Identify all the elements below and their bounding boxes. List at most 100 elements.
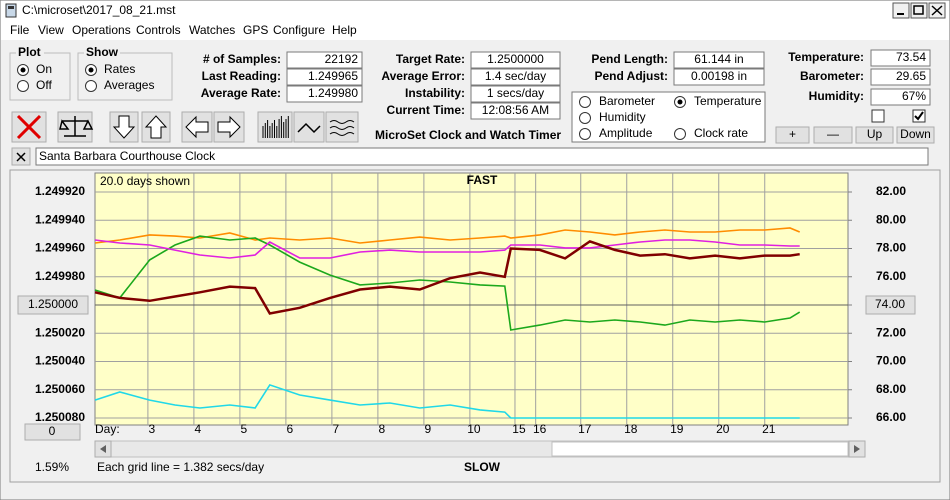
- y2-tick-label: 82.00: [876, 184, 906, 198]
- y2-tick-label: 72.00: [876, 325, 906, 339]
- icon-left: [185, 115, 209, 139]
- control-button[interactable]: [813, 126, 853, 144]
- y-tick-label: 1.250080: [35, 410, 85, 424]
- control-button[interactable]: [896, 126, 935, 144]
- readout-label: Last Reading:: [202, 69, 281, 83]
- series-selector-box: [571, 91, 766, 143]
- radio-button[interactable]: [579, 112, 591, 124]
- icon-histogram: [262, 116, 289, 138]
- y2-tick-label: 76.00: [876, 269, 906, 283]
- menu-item[interactable]: Watches: [189, 23, 235, 37]
- group-box: [77, 52, 173, 101]
- radio-button[interactable]: [674, 128, 686, 140]
- series-line: [94, 383, 800, 419]
- readout-label: Pend Length:: [591, 52, 668, 66]
- readout-label: Average Rate:: [201, 86, 281, 100]
- clock-name-field[interactable]: [35, 147, 929, 166]
- group-title: Show: [86, 45, 119, 59]
- readout-field[interactable]: [470, 102, 561, 120]
- menu-item[interactable]: File: [10, 23, 30, 37]
- readout-label: Pend Adjust:: [594, 69, 668, 83]
- checkbox[interactable]: [871, 109, 885, 123]
- readout-label: # of Samples:: [203, 52, 281, 66]
- readout-field[interactable]: [870, 88, 931, 106]
- series-option: Temperature: [694, 94, 762, 108]
- grid-note: Each grid line = 1.382 secs/day: [97, 460, 264, 474]
- y-tick-label: 1.250040: [35, 354, 85, 368]
- readout-value: 1 secs/day: [487, 86, 544, 100]
- button-label: —: [827, 127, 839, 141]
- readout-field[interactable]: [286, 85, 363, 103]
- fast-label: FAST: [467, 173, 498, 187]
- readout-label: Humidity:: [809, 89, 864, 103]
- menu-item[interactable]: Controls: [136, 23, 181, 37]
- radio-button[interactable]: [579, 128, 591, 140]
- readout-field[interactable]: [870, 68, 931, 86]
- menu-item[interactable]: View: [38, 23, 64, 37]
- icon-down: [112, 115, 136, 139]
- slow-label: SLOW: [464, 460, 501, 474]
- group-label-bg: [84, 47, 120, 59]
- readout-field[interactable]: [286, 51, 363, 69]
- icon-waves: [329, 120, 355, 136]
- readout-value: 67%: [902, 89, 926, 103]
- reference-button[interactable]: [865, 295, 916, 315]
- radio-label: Off: [36, 78, 52, 92]
- readout-field[interactable]: [470, 51, 561, 69]
- icon-scale: [59, 116, 94, 137]
- offset-button[interactable]: [24, 423, 81, 441]
- reference-button[interactable]: [17, 295, 89, 315]
- check-mark: [914, 111, 924, 121]
- window-controls: [892, 2, 946, 19]
- radio-button[interactable]: [579, 96, 591, 108]
- y2-tick-label: 68.00: [876, 382, 906, 396]
- menu-item[interactable]: GPS: [243, 23, 268, 37]
- x-tick-label: 8: [379, 422, 386, 436]
- group-title: Plot: [18, 45, 41, 59]
- control-button[interactable]: [775, 126, 810, 144]
- y2-tick-label: 74.00: [875, 297, 905, 311]
- minimize-button[interactable]: [892, 2, 910, 19]
- percent-label: 1.59%: [35, 460, 69, 474]
- x-tick-label: 5: [241, 422, 248, 436]
- readout-field[interactable]: [870, 49, 931, 67]
- series-line: [94, 227, 801, 244]
- scroll-right-glyph: [854, 445, 860, 453]
- readout-value: 12:08:56 AM: [482, 103, 549, 117]
- readout-field[interactable]: [286, 68, 363, 86]
- radio-dot: [20, 67, 26, 73]
- x-tick-label: 20: [716, 422, 730, 436]
- control-button[interactable]: [855, 126, 894, 144]
- x-tick-label: 19: [670, 422, 684, 436]
- offset-value: 0: [49, 424, 56, 438]
- scroll-thumb[interactable]: [551, 441, 849, 457]
- series-option: Amplitude: [599, 126, 653, 140]
- y-tick-label: 1.250060: [35, 382, 85, 396]
- series-line: [94, 240, 800, 315]
- readout-field[interactable]: [470, 85, 561, 103]
- button-label: Down: [900, 127, 931, 141]
- x-axis-label: Day:: [95, 422, 120, 436]
- y2-tick-label: 70.00: [876, 354, 906, 368]
- readout-value: 1.249965: [308, 69, 358, 83]
- readout-label: Average Error:: [381, 69, 465, 83]
- y2-tick-label: 80.00: [876, 212, 906, 226]
- radio-label: Rates: [104, 62, 135, 76]
- x-tick-label: 21: [762, 422, 776, 436]
- x-tick-label: 6: [287, 422, 294, 436]
- menu-item[interactable]: Configure: [273, 23, 325, 37]
- x-tick-label: 7: [333, 422, 340, 436]
- clear-glyph: [16, 152, 26, 162]
- menu-item[interactable]: Operations: [72, 23, 131, 37]
- scroll-left-glyph: [100, 445, 106, 453]
- x-tick-label: 18: [624, 422, 638, 436]
- radio-button[interactable]: [85, 80, 97, 92]
- readout-field[interactable]: [673, 51, 765, 69]
- radio-button[interactable]: [17, 80, 29, 92]
- readout-field[interactable]: [470, 68, 561, 86]
- y-tick-label: 1.250000: [28, 297, 78, 311]
- menu-item[interactable]: Help: [332, 23, 357, 37]
- days-shown: 20.0 days shown: [100, 174, 190, 188]
- readout-field[interactable]: [673, 68, 765, 86]
